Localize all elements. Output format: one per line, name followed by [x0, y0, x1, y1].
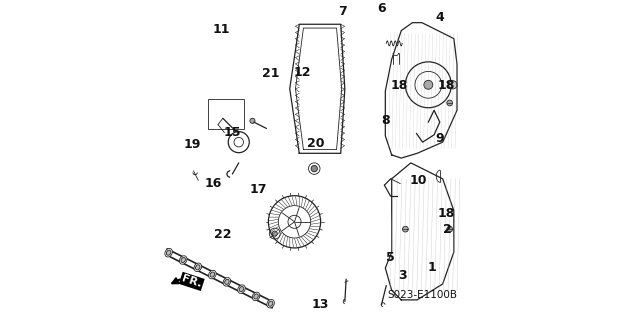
Ellipse shape	[267, 300, 275, 308]
Text: 7: 7	[339, 5, 348, 18]
Text: 4: 4	[435, 11, 444, 24]
Circle shape	[447, 100, 452, 106]
Text: 1: 1	[427, 261, 436, 274]
Text: 15: 15	[223, 126, 241, 139]
Circle shape	[424, 80, 433, 89]
Text: 19: 19	[183, 138, 200, 151]
Text: 21: 21	[262, 67, 280, 80]
Text: 18: 18	[437, 79, 454, 92]
Circle shape	[311, 166, 317, 172]
Ellipse shape	[179, 256, 187, 264]
Text: 11: 11	[212, 23, 230, 35]
Text: 8: 8	[381, 114, 390, 127]
Text: 5: 5	[387, 251, 395, 264]
Text: 18: 18	[437, 207, 454, 220]
Ellipse shape	[166, 250, 171, 255]
Text: 13: 13	[311, 298, 329, 311]
Ellipse shape	[210, 272, 214, 277]
Text: S023-E1100B: S023-E1100B	[387, 290, 457, 300]
Circle shape	[272, 231, 277, 236]
Text: 22: 22	[214, 228, 232, 241]
Text: 16: 16	[205, 177, 222, 190]
Circle shape	[403, 226, 408, 232]
Text: 20: 20	[307, 137, 325, 150]
Text: 9: 9	[435, 131, 444, 145]
Ellipse shape	[194, 263, 202, 271]
Text: 3: 3	[398, 269, 406, 282]
Text: 18: 18	[391, 79, 408, 92]
Ellipse shape	[225, 279, 229, 285]
Ellipse shape	[223, 278, 230, 286]
Ellipse shape	[252, 292, 260, 301]
Ellipse shape	[181, 257, 186, 263]
Ellipse shape	[237, 285, 245, 293]
Ellipse shape	[268, 301, 273, 306]
Circle shape	[250, 118, 255, 123]
Text: 6: 6	[377, 2, 386, 15]
Text: 2: 2	[443, 223, 452, 236]
Text: FR.: FR.	[180, 273, 203, 289]
Text: 12: 12	[294, 65, 311, 78]
Ellipse shape	[209, 270, 216, 279]
Ellipse shape	[254, 294, 259, 299]
Text: 10: 10	[410, 174, 427, 187]
Circle shape	[449, 81, 457, 89]
Ellipse shape	[196, 265, 200, 270]
Text: 17: 17	[249, 183, 267, 197]
Ellipse shape	[239, 286, 244, 292]
Ellipse shape	[165, 249, 172, 257]
Circle shape	[447, 226, 452, 232]
